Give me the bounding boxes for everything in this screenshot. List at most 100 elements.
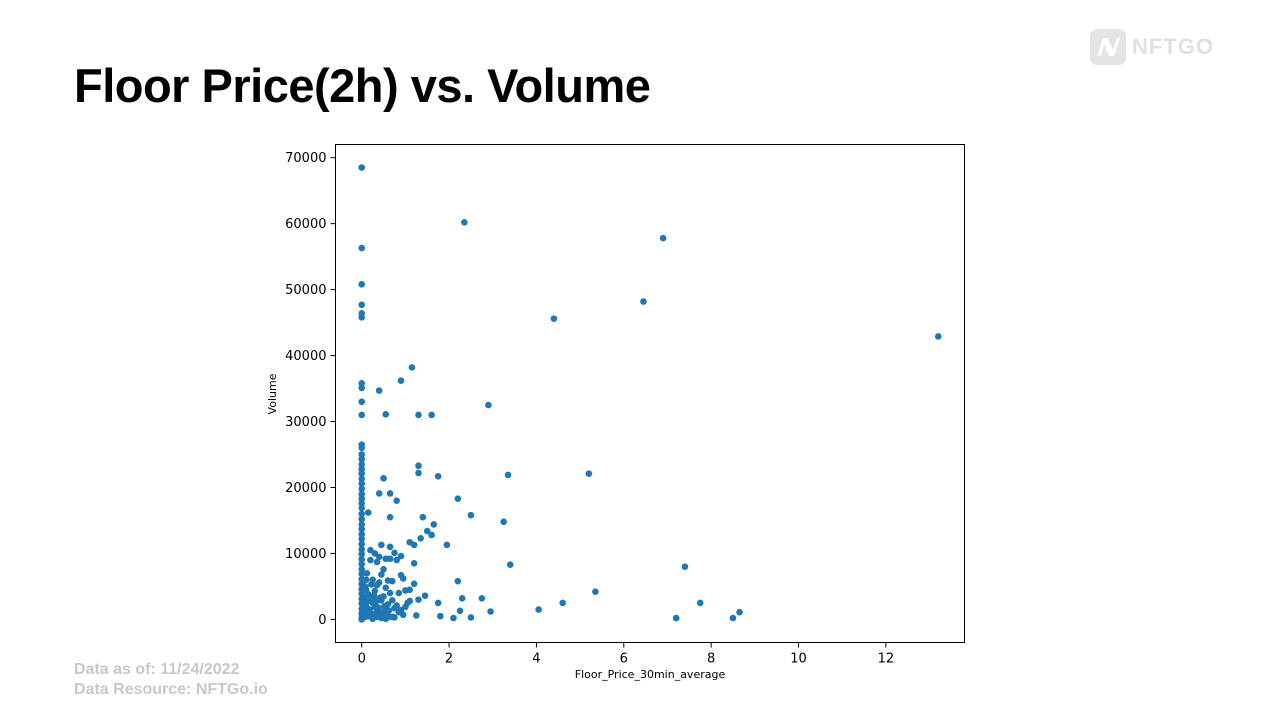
scatter-point	[415, 462, 422, 470]
scatter-point	[417, 534, 424, 542]
scatter-point	[592, 588, 599, 596]
scatter-point	[415, 411, 422, 419]
scatter-point	[397, 552, 405, 560]
scatter-point	[659, 234, 667, 242]
scatter-point	[437, 612, 444, 620]
scatter-point	[358, 455, 366, 463]
y-tick-label: 0	[318, 613, 326, 628]
scatter-point	[380, 565, 387, 573]
scatter-point	[388, 577, 396, 585]
scatter-point	[478, 595, 486, 602]
scatter-point	[358, 500, 366, 507]
footer-notes: Data as of: 11/24/2022 Data Resource: NF…	[74, 660, 268, 700]
y-tick-label: 70000	[285, 151, 326, 166]
scatter-point	[413, 612, 420, 619]
scatter-point	[358, 570, 366, 578]
scatter-point	[381, 602, 388, 610]
data-date-note: Data as of: 11/24/2022	[74, 661, 240, 678]
x-tick-label: 2	[445, 652, 453, 667]
scatter-point	[415, 469, 422, 477]
scatter-point	[366, 606, 373, 613]
scatter-point	[386, 543, 394, 551]
scatter-point	[375, 387, 383, 394]
scatter-point	[458, 595, 466, 602]
scatter-point	[362, 576, 370, 584]
scatter-point	[358, 480, 366, 487]
scatter-point	[391, 549, 398, 557]
scatter-point	[467, 614, 475, 621]
scatter-point	[487, 608, 494, 615]
scatter-point	[393, 556, 400, 564]
scatter-point	[406, 597, 414, 605]
scatter-point	[358, 525, 366, 533]
page-title: Floor Price(2h) vs. Volume	[74, 59, 651, 112]
scatter-point	[358, 164, 366, 171]
scatter-point	[423, 527, 431, 535]
data-source-note: Data Resource: NFTGo.io	[74, 681, 268, 698]
y-tick-label: 30000	[285, 415, 326, 430]
scatter-point	[358, 535, 366, 543]
scatter-point	[358, 495, 366, 503]
scatter-point	[358, 244, 366, 252]
scatter-point	[358, 398, 366, 406]
scatter-point	[410, 580, 418, 588]
scatter-point	[363, 569, 371, 577]
scatter-point	[434, 599, 442, 607]
scatter-point	[386, 589, 394, 597]
scatter-point	[358, 565, 366, 573]
scatter-point	[430, 521, 438, 528]
x-tick-label: 8	[707, 652, 715, 667]
scatter-point	[408, 364, 416, 371]
scatter-point	[385, 607, 393, 615]
scatter-point	[386, 513, 394, 521]
y-axis-ticks: 0 10000 20000 30000 40000 50000 60000 70000	[285, 151, 336, 628]
scatter-point	[373, 581, 381, 589]
scatter-point	[729, 614, 737, 622]
scatter-point	[393, 602, 400, 609]
scatter-point	[454, 577, 462, 585]
scatter-point	[386, 555, 394, 563]
scatter-point	[434, 472, 442, 480]
scatter-point	[419, 513, 427, 521]
scatter-point	[373, 558, 381, 566]
scatter-point	[358, 550, 366, 558]
scatter-point	[415, 596, 422, 603]
scatter-point	[368, 581, 375, 588]
scatter-point	[358, 314, 366, 321]
x-tick-label: 10	[790, 652, 807, 667]
data-points-group	[358, 164, 942, 623]
scatter-point	[410, 560, 418, 567]
y-tick-label: 50000	[285, 283, 326, 298]
scatter-point	[358, 546, 366, 553]
scatter-point	[358, 521, 366, 528]
scatter-point	[358, 504, 366, 512]
scatter-point	[461, 219, 468, 226]
scatter-point	[380, 474, 387, 482]
scatter-point	[358, 475, 366, 483]
scatter-point	[681, 563, 689, 570]
scatter-point	[672, 614, 680, 622]
brand-logo: NFTGO	[1090, 29, 1214, 65]
scatter-point	[421, 592, 429, 599]
scatter-point	[559, 599, 566, 607]
scatter-point	[535, 606, 542, 613]
scatter-point	[358, 540, 366, 548]
scatter-point	[504, 471, 512, 479]
scatter-point	[934, 333, 942, 340]
scatter-point	[736, 608, 743, 616]
x-tick-label: 12	[878, 652, 895, 667]
scatter-point	[382, 584, 390, 592]
scatter-point	[358, 531, 366, 538]
scatter-point	[358, 470, 366, 477]
scatter-point	[358, 510, 366, 518]
scatter-point	[397, 377, 405, 384]
scatter-point	[585, 470, 593, 477]
scatter-point	[388, 596, 396, 604]
y-tick-label: 60000	[285, 217, 326, 232]
scatter-point	[361, 613, 369, 621]
scatter-point	[410, 541, 418, 549]
x-tick-label: 6	[620, 652, 628, 667]
scatter-point	[696, 599, 704, 607]
scatter-point	[485, 401, 492, 409]
